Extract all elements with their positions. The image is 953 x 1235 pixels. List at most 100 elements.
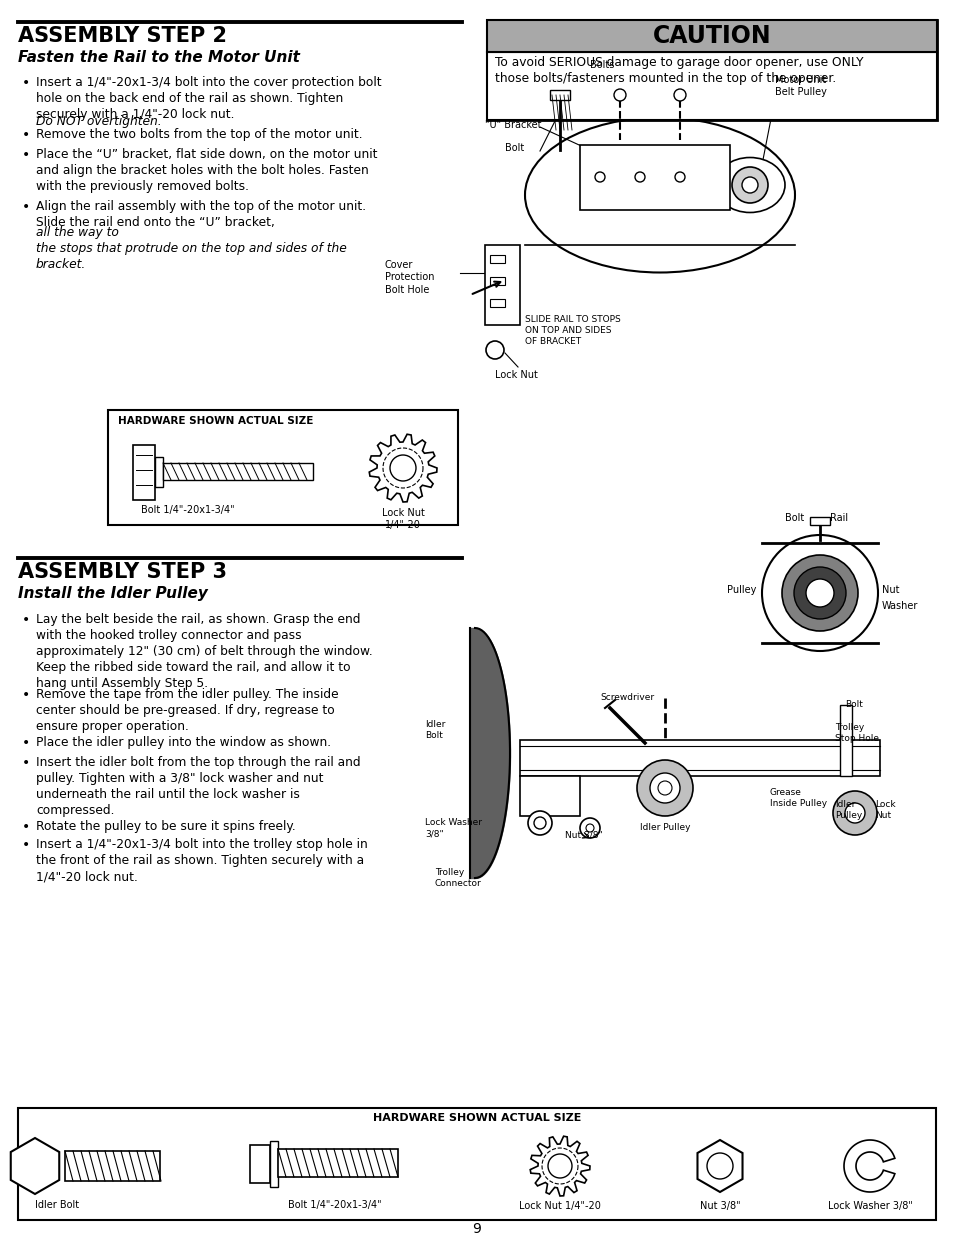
Text: HARDWARE SHOWN ACTUAL SIZE: HARDWARE SHOWN ACTUAL SIZE bbox=[118, 416, 313, 426]
Bar bbox=[519, 740, 879, 776]
Bar bbox=[490, 254, 504, 263]
Circle shape bbox=[585, 824, 594, 832]
Text: Align the rail assembly with the top of the motor unit.
Slide the rail end onto : Align the rail assembly with the top of … bbox=[36, 200, 366, 228]
Ellipse shape bbox=[714, 158, 784, 212]
FancyBboxPatch shape bbox=[550, 90, 569, 100]
FancyBboxPatch shape bbox=[18, 1108, 935, 1220]
Bar bbox=[154, 457, 163, 487]
Text: Rail: Rail bbox=[829, 513, 847, 522]
Text: Lay the belt beside the rail, as shown. Grasp the end
with the hooked trolley co: Lay the belt beside the rail, as shown. … bbox=[36, 613, 373, 690]
Text: HARDWARE SHOWN ACTUAL SIZE: HARDWARE SHOWN ACTUAL SIZE bbox=[373, 1113, 580, 1123]
Bar bbox=[132, 445, 154, 500]
Circle shape bbox=[805, 579, 833, 606]
Text: Washer: Washer bbox=[882, 601, 918, 611]
Text: Remove the tape from the idler pulley. The inside
center should be pre-greased. : Remove the tape from the idler pulley. T… bbox=[36, 688, 338, 734]
Text: Nut 3/8": Nut 3/8" bbox=[699, 1200, 740, 1212]
Text: Lock Washer 3/8": Lock Washer 3/8" bbox=[826, 1200, 911, 1212]
Circle shape bbox=[637, 760, 692, 816]
Circle shape bbox=[390, 454, 416, 480]
Circle shape bbox=[485, 341, 503, 359]
Circle shape bbox=[649, 773, 679, 803]
Circle shape bbox=[579, 818, 599, 839]
Text: •: • bbox=[22, 839, 30, 852]
Circle shape bbox=[741, 177, 758, 193]
Polygon shape bbox=[843, 1140, 894, 1192]
Text: •: • bbox=[22, 736, 30, 750]
Circle shape bbox=[761, 535, 877, 651]
Circle shape bbox=[635, 172, 644, 182]
Text: Trolley
Stop Hole: Trolley Stop Hole bbox=[834, 722, 878, 743]
Circle shape bbox=[595, 172, 604, 182]
FancyBboxPatch shape bbox=[486, 52, 936, 120]
Text: Fasten the Rail to the Motor Unit: Fasten the Rail to the Motor Unit bbox=[18, 49, 299, 65]
FancyBboxPatch shape bbox=[486, 20, 936, 52]
Circle shape bbox=[793, 567, 845, 619]
Text: Motor Unit
Belt Pulley: Motor Unit Belt Pulley bbox=[774, 75, 826, 98]
Text: Idler
Bolt: Idler Bolt bbox=[424, 720, 445, 740]
Circle shape bbox=[673, 89, 685, 101]
Text: Rotate the pulley to be sure it spins freely.: Rotate the pulley to be sure it spins fr… bbox=[36, 820, 295, 832]
Text: Lock
Nut: Lock Nut bbox=[874, 800, 895, 820]
Text: Lock Nut 1/4"-20: Lock Nut 1/4"-20 bbox=[518, 1200, 600, 1212]
Text: ASSEMBLY STEP 2: ASSEMBLY STEP 2 bbox=[18, 26, 227, 46]
Text: Remove the two bolts from the top of the motor unit.: Remove the two bolts from the top of the… bbox=[36, 128, 362, 141]
Text: Lock Nut: Lock Nut bbox=[495, 370, 537, 380]
Text: SLIDE RAIL TO STOPS
ON TOP AND SIDES
OF BRACKET: SLIDE RAIL TO STOPS ON TOP AND SIDES OF … bbox=[524, 315, 620, 346]
Bar bbox=[163, 463, 313, 480]
Text: Bolts: Bolts bbox=[589, 61, 614, 70]
Text: Bolt: Bolt bbox=[504, 143, 524, 153]
Bar bbox=[490, 277, 504, 285]
Text: Insert a 1/4"-20x1-3/4 bolt into the cover protection bolt
hole on the back end : Insert a 1/4"-20x1-3/4 bolt into the cov… bbox=[36, 77, 381, 121]
Bar bbox=[65, 1151, 160, 1181]
Text: Do NOT overtighten.: Do NOT overtighten. bbox=[36, 115, 161, 128]
Text: Install the Idler Pulley: Install the Idler Pulley bbox=[18, 585, 208, 601]
Circle shape bbox=[706, 1153, 732, 1179]
Circle shape bbox=[832, 790, 876, 835]
Text: To avoid SERIOUS damage to garage door opener, use ONLY
those bolts/fasteners mo: To avoid SERIOUS damage to garage door o… bbox=[495, 56, 862, 85]
Polygon shape bbox=[369, 435, 436, 501]
Circle shape bbox=[781, 555, 857, 631]
Circle shape bbox=[658, 781, 671, 795]
FancyBboxPatch shape bbox=[108, 410, 457, 525]
Text: Nut 3/8": Nut 3/8" bbox=[564, 830, 602, 839]
Text: Bolt 1/4"-20x1-3/4": Bolt 1/4"-20x1-3/4" bbox=[288, 1200, 381, 1210]
Text: •: • bbox=[22, 128, 30, 142]
Text: •: • bbox=[22, 200, 30, 214]
Text: Screwdriver: Screwdriver bbox=[599, 693, 654, 701]
Bar bbox=[270, 1141, 277, 1187]
Circle shape bbox=[614, 89, 625, 101]
Circle shape bbox=[534, 818, 545, 829]
Text: Bolt: Bolt bbox=[784, 513, 803, 522]
Circle shape bbox=[844, 803, 864, 823]
Bar bbox=[250, 1145, 270, 1183]
Bar bbox=[277, 1149, 397, 1177]
Bar bbox=[484, 245, 519, 325]
Text: Insert the idler bolt from the top through the rail and
pulley. Tighten with a 3: Insert the idler bolt from the top throu… bbox=[36, 756, 360, 818]
Text: •: • bbox=[22, 148, 30, 162]
Text: all the way to
the stops that protrude on the top and sides of the
bracket.: all the way to the stops that protrude o… bbox=[36, 226, 346, 270]
Bar bbox=[809, 517, 829, 525]
Text: Place the “U” bracket, flat side down, on the motor unit
and align the bracket h: Place the “U” bracket, flat side down, o… bbox=[36, 148, 377, 193]
Text: •: • bbox=[22, 77, 30, 90]
Circle shape bbox=[675, 172, 684, 182]
Circle shape bbox=[547, 1153, 572, 1178]
Polygon shape bbox=[530, 1136, 589, 1195]
Text: Trolley
Connector: Trolley Connector bbox=[435, 868, 481, 888]
Text: •: • bbox=[22, 756, 30, 769]
Ellipse shape bbox=[524, 117, 794, 273]
Bar bbox=[490, 299, 504, 308]
Text: Lock Washer
3/8": Lock Washer 3/8" bbox=[424, 818, 481, 839]
Text: •: • bbox=[22, 820, 30, 834]
Text: Place the idler pulley into the window as shown.: Place the idler pulley into the window a… bbox=[36, 736, 331, 748]
Text: 9: 9 bbox=[472, 1221, 481, 1235]
Circle shape bbox=[527, 811, 552, 835]
Bar bbox=[840, 705, 851, 776]
Text: Cover
Protection
Bolt Hole: Cover Protection Bolt Hole bbox=[385, 261, 434, 295]
Text: Idler Bolt: Idler Bolt bbox=[35, 1200, 79, 1210]
Polygon shape bbox=[10, 1137, 59, 1194]
Circle shape bbox=[731, 167, 767, 203]
Text: CAUTION: CAUTION bbox=[652, 23, 771, 48]
Text: Grease
Inside Pulley: Grease Inside Pulley bbox=[769, 788, 826, 808]
Bar bbox=[579, 144, 729, 210]
Text: Lock Nut
1/4"-20: Lock Nut 1/4"-20 bbox=[381, 508, 424, 530]
